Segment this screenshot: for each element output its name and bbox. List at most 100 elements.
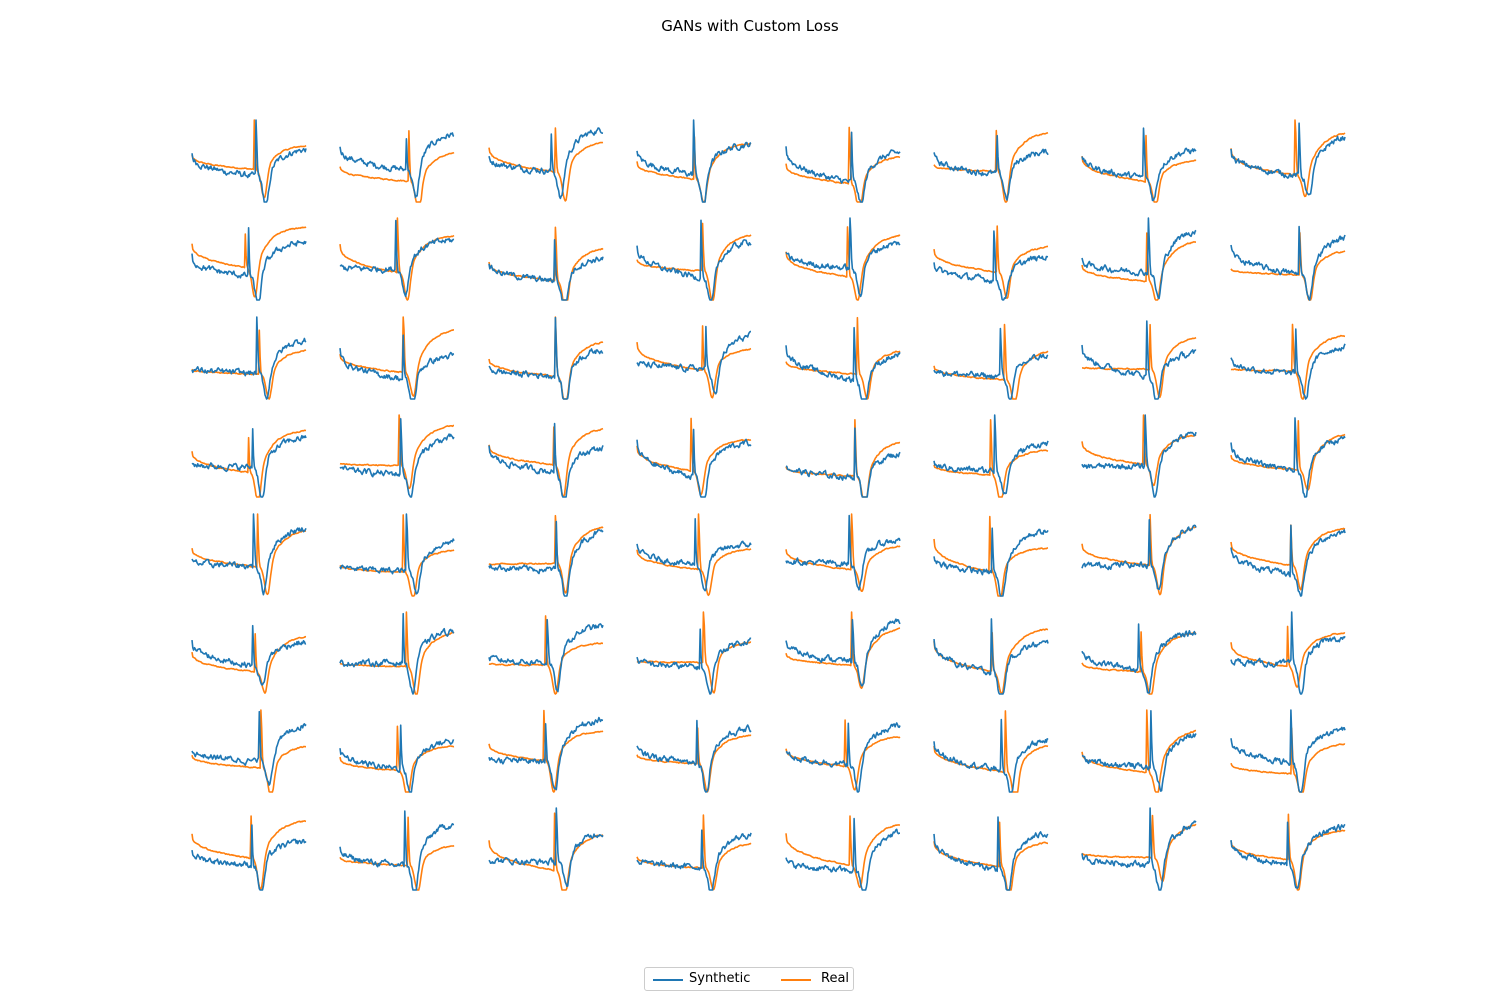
real-trace-r2-c1: [191, 226, 307, 298]
synthetic-trace-r1-c5: [785, 131, 901, 203]
real-trace-r8-c2: [339, 816, 455, 891]
synthetic-trace-r3-c5: [785, 326, 901, 400]
subplot-r4-c2: [339, 414, 455, 498]
subplot-r8-c7: [1081, 807, 1197, 891]
subplot-r5-c8: [1230, 524, 1346, 597]
subplot-r5-c6: [933, 515, 1049, 597]
real-trace-r8-c4: [636, 814, 752, 891]
subplot-r4-c8: [1230, 417, 1346, 498]
synthetic-trace-r6-c2: [339, 612, 455, 695]
real-trace-r1-c1: [191, 119, 307, 199]
subplot-r6-c4: [636, 611, 752, 695]
subplot-r4-c3: [488, 422, 604, 498]
subplot-r6-c2: [339, 611, 455, 695]
subplot-r6-c8: [1230, 611, 1346, 695]
real-trace-r8-c7: [1081, 814, 1197, 883]
synthetic-trace-r8-c7: [1081, 807, 1197, 891]
synthetic-trace-r5-c3: [488, 520, 604, 597]
subplot-r2-c6: [933, 225, 1049, 301]
real-trace-r7-c1: [191, 709, 306, 793]
synthetic-trace-r7-c1: [191, 710, 307, 786]
synthetic-trace-r6-c4: [636, 628, 752, 695]
synthetic-trace-r3-c3: [488, 316, 604, 400]
subplot-r5-c7: [1081, 513, 1197, 596]
subplot-r6-c6: [933, 618, 1049, 695]
subplot-r5-c2: [339, 513, 455, 597]
real-trace-r2-c6: [933, 225, 1048, 299]
real-trace-r6-c4: [636, 611, 752, 694]
real-trace-r6-c8: [1230, 625, 1346, 688]
subplot-r8-c5: [785, 815, 900, 891]
subplot-r5-c5: [785, 513, 901, 592]
synthetic-trace-r3-c4: [636, 325, 751, 395]
synthetic-trace-r5-c1: [191, 513, 307, 596]
subplot-r3-c5: [785, 316, 901, 400]
real-trace-r4-c3: [488, 426, 604, 498]
synthetic-trace-r3-c6: [933, 327, 1049, 400]
real-trace-r2-c8: [1230, 232, 1346, 301]
synthetic-trace-r5-c8: [1230, 524, 1346, 597]
subplot-r6-c5: [785, 611, 901, 690]
real-trace-r7-c6: [933, 710, 1049, 793]
synthetic-trace-r5-c7: [1081, 519, 1197, 591]
synthetic-trace-r2-c6: [933, 230, 1049, 301]
synthetic-trace-r1-c2: [339, 132, 455, 199]
real-trace-r7-c4: [636, 727, 752, 793]
subplot-r5-c3: [488, 514, 604, 597]
synthetic-trace-r7-c2: [339, 724, 455, 793]
subplot-r1-c5: [785, 126, 901, 203]
synthetic-trace-r8-c3: [488, 807, 604, 888]
real-trace-r3-c7: [1082, 323, 1197, 398]
subplot-r7-c1: [191, 709, 307, 793]
synthetic-trace-r3-c7: [1081, 320, 1197, 400]
real-trace-r8-c1: [191, 815, 307, 890]
real-trace-r5-c3: [488, 514, 604, 594]
subplot-r7-c6: [933, 710, 1049, 793]
subplot-r3-c8: [1230, 323, 1346, 400]
synthetic-trace-r4-c8: [1230, 417, 1346, 498]
subplot-r2-c8: [1230, 225, 1346, 301]
real-trace-r6-c5: [785, 611, 901, 690]
synthetic-trace-r1-c6: [933, 134, 1049, 201]
subplot-r6-c3: [488, 615, 604, 695]
synthetic-trace-r7-c8: [1230, 709, 1346, 793]
synthetic-trace-r4-c1: [191, 428, 307, 498]
subplot-r6-c7: [1081, 623, 1197, 695]
synthetic-trace-r1-c3: [488, 127, 604, 200]
subplot-r7-c4: [636, 719, 752, 793]
subplot-r8-c4: [636, 814, 752, 891]
synthetic-trace-r4-c4: [636, 428, 752, 498]
synthetic-trace-r1-c4: [636, 119, 752, 203]
synthetic-trace-r4-c6: [933, 414, 1049, 495]
synthetic-trace-r4-c5: [785, 427, 901, 498]
real-trace-r2-c5: [785, 226, 901, 301]
synthetic-trace-r8-c4: [636, 829, 752, 891]
real-trace-r3-c4: [636, 325, 752, 399]
subplot-r2-c7: [1081, 217, 1197, 301]
synthetic-trace-r5-c4: [636, 518, 752, 592]
synthetic-trace-r6-c8: [1230, 611, 1346, 695]
real-trace-r3-c5: [785, 316, 901, 400]
subplot-r3-c3: [488, 316, 604, 400]
subplot-r1-c7: [1081, 127, 1197, 203]
subplot-r2-c5: [785, 217, 901, 301]
synthetic-trace-r6-c3: [488, 618, 604, 693]
subplot-r7-c2: [339, 724, 455, 793]
synthetic-trace-r2-c3: [488, 239, 604, 301]
synthetic-trace-r1-c7: [1081, 127, 1197, 202]
synthetic-trace-r7-c6: [933, 718, 1049, 793]
subplot-r2-c4: [636, 219, 752, 301]
real-trace-r5-c4: [636, 513, 752, 597]
subplot-r7-c7: [1081, 709, 1197, 793]
real-trace-r2-c4: [636, 222, 752, 301]
real-trace-r1-c8: [1230, 119, 1346, 198]
real-trace-r4-c6: [933, 419, 1049, 498]
synthetic-trace-r6-c7: [1081, 623, 1197, 694]
real-trace-r3-c6: [933, 323, 1049, 400]
synthetic-trace-r2-c5: [785, 217, 901, 298]
real-trace-r3-c3: [488, 316, 604, 400]
synthetic-trace-r5-c6: [933, 527, 1049, 597]
subplot-r3-c6: [933, 323, 1049, 400]
legend-swatch-real: [781, 979, 811, 981]
